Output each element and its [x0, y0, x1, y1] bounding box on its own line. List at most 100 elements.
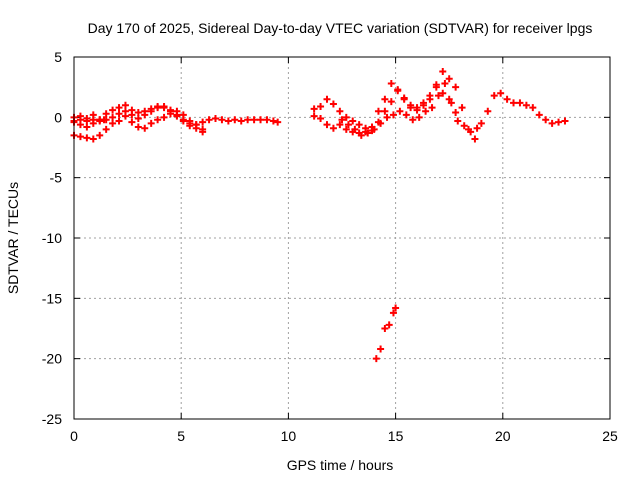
- data-point: [374, 107, 382, 115]
- data-point: [467, 128, 475, 136]
- data-point: [257, 116, 265, 124]
- data-point: [471, 135, 479, 143]
- data-point: [477, 119, 485, 127]
- data-point: [100, 116, 108, 124]
- y-tick-label: -5: [50, 170, 63, 186]
- data-point: [323, 121, 331, 129]
- data-point: [441, 80, 449, 88]
- data-point: [516, 99, 524, 107]
- grid: [74, 57, 610, 419]
- data-point: [555, 118, 563, 126]
- data-point: [377, 345, 385, 353]
- data-point: [458, 104, 466, 112]
- data-point: [115, 104, 123, 112]
- data-point: [387, 80, 395, 88]
- data-point: [109, 106, 117, 114]
- data-point: [205, 116, 213, 124]
- data-point: [102, 125, 110, 133]
- data-point: [160, 113, 168, 121]
- data-point: [342, 113, 350, 121]
- data-point: [109, 113, 117, 121]
- data-point: [323, 95, 331, 103]
- data-point: [503, 95, 511, 103]
- y-tick-label: -20: [42, 351, 62, 367]
- data-point: [426, 92, 434, 100]
- data-point: [83, 123, 91, 131]
- data-point: [147, 107, 155, 115]
- data-point: [355, 121, 363, 129]
- data-point: [529, 104, 537, 112]
- data-point: [336, 121, 344, 129]
- data-point: [447, 99, 455, 107]
- plot-frame: [73, 56, 611, 420]
- data-point: [329, 100, 337, 108]
- data-point: [445, 75, 453, 83]
- data-point: [166, 106, 174, 114]
- data-point: [409, 116, 417, 124]
- x-tick-label: 20: [495, 428, 511, 444]
- data-point: [224, 117, 232, 125]
- data-point: [445, 95, 453, 103]
- data-point: [250, 116, 258, 124]
- data-point: [473, 124, 481, 132]
- data-point: [387, 98, 395, 106]
- data-point: [121, 107, 129, 115]
- data-point: [497, 89, 505, 97]
- data-point: [542, 116, 550, 124]
- data-point: [432, 83, 440, 91]
- x-tick-label: 0: [70, 428, 78, 444]
- data-point: [218, 116, 226, 124]
- data-point: [199, 118, 207, 126]
- data-point: [535, 111, 543, 119]
- data-point: [338, 116, 346, 124]
- data-point: [89, 135, 97, 143]
- y-tick-label: -25: [42, 411, 62, 427]
- data-point: [310, 105, 318, 113]
- data-point: [364, 129, 372, 137]
- data-point: [402, 111, 410, 119]
- data-point: [310, 112, 318, 120]
- chart-title: Day 170 of 2025, Sidereal Day-to-day VTE…: [88, 20, 593, 36]
- data-point: [115, 110, 123, 118]
- data-point: [385, 321, 393, 329]
- y-tick-label: 5: [54, 49, 62, 65]
- data-point: [383, 113, 391, 121]
- data-point: [460, 122, 468, 130]
- data-point: [134, 109, 142, 117]
- x-tick-label: 15: [388, 428, 404, 444]
- data-point: [237, 117, 245, 125]
- data-point: [141, 111, 149, 119]
- y-axis-label: SDTVAR / TECUs: [5, 182, 21, 294]
- data-point: [128, 118, 136, 126]
- data-point: [357, 131, 365, 139]
- x-tick-label: 10: [281, 428, 297, 444]
- data-point: [377, 119, 385, 127]
- data-point: [329, 124, 337, 132]
- data-point: [76, 116, 84, 124]
- data-point: [231, 116, 239, 124]
- data-point: [154, 104, 162, 112]
- data-point: [419, 101, 427, 109]
- data-point: [274, 118, 282, 126]
- data-point: [407, 104, 415, 112]
- data-point: [115, 117, 123, 125]
- data-point: [392, 304, 400, 312]
- data-point: [381, 325, 389, 332]
- data-point: [96, 131, 104, 139]
- data-point: [428, 104, 436, 112]
- data-point: [83, 117, 91, 125]
- data-point: [548, 119, 556, 127]
- data-point: [342, 125, 350, 133]
- data-point: [121, 101, 129, 109]
- data-point: [173, 111, 181, 119]
- data-point: [454, 117, 462, 125]
- data-point: [396, 107, 404, 115]
- data-point: [439, 67, 447, 75]
- data-point: [452, 109, 460, 117]
- data-point: [179, 111, 187, 119]
- data-point: [317, 102, 325, 110]
- y-tick-label: 0: [54, 109, 62, 125]
- data-point: [452, 83, 460, 91]
- data-point: [263, 116, 271, 124]
